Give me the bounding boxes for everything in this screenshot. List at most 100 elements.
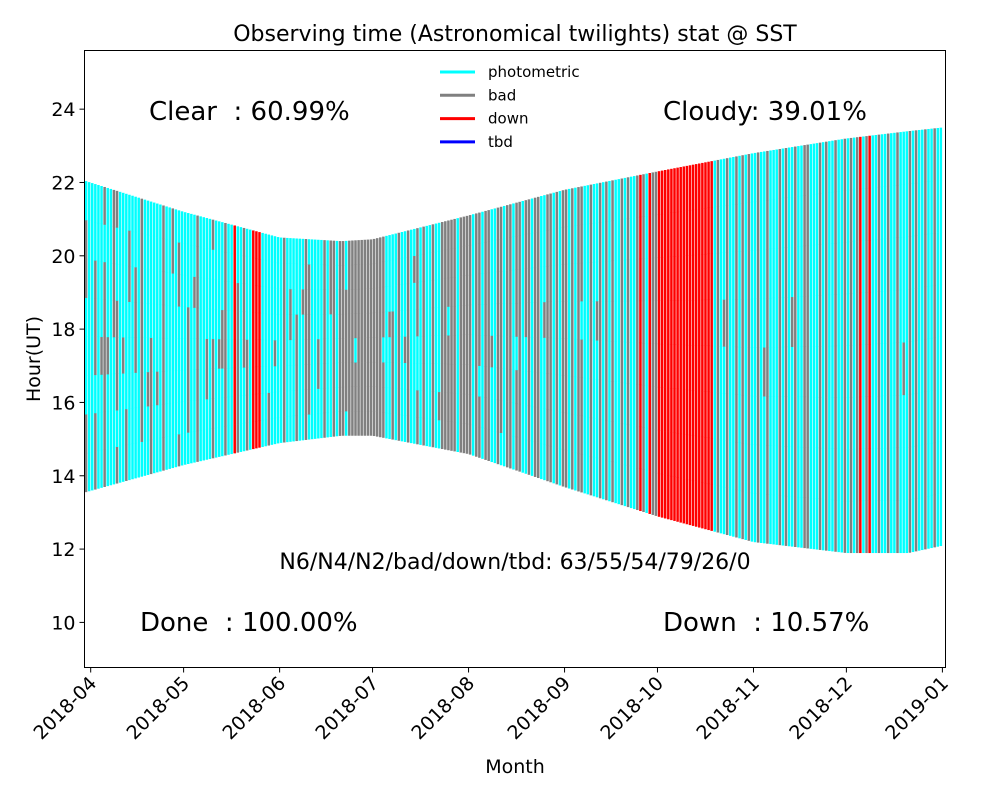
bar-segment-photometric (115, 227, 119, 265)
bar-segment-photometric (732, 299, 735, 347)
bar-segment-photometric (419, 417, 422, 445)
bar-segment-down (701, 436, 704, 483)
bar-segment-photometric (831, 243, 834, 295)
bar-segment-bad (818, 295, 822, 347)
bar-segment-photometric (583, 416, 586, 456)
bar-segment-down (657, 300, 661, 345)
bar-segment-photometric (580, 301, 583, 340)
bar-segment-bad (406, 309, 410, 337)
bar-segment-photometric (732, 251, 735, 300)
bar-segment-photometric (471, 425, 475, 456)
bar-segment-down (663, 474, 667, 519)
down-annotation: Down : 10.57% (663, 608, 869, 638)
bar-segment-photometric (146, 269, 150, 304)
bar-segment-photometric (512, 369, 515, 404)
bar-segment-bad (849, 241, 853, 294)
bar-segment-photometric (307, 239, 311, 265)
bar-segment-photometric (846, 241, 850, 295)
bar-segment-photometric (239, 255, 243, 284)
bar-segment-photometric (592, 223, 596, 263)
bar-segment-photometric (821, 397, 825, 449)
bar-segment-photometric (608, 460, 611, 502)
bar-segment-photometric (787, 446, 791, 497)
bar-segment-photometric (292, 263, 295, 290)
bar-segment-bad (372, 411, 376, 437)
bar-segment-photometric (880, 291, 884, 344)
bar-segment-photometric (490, 430, 494, 463)
bar-segment-photometric (921, 497, 924, 551)
bar-segment-photometric (837, 191, 840, 244)
bar-segment-bad (103, 411, 106, 450)
bar-segment-photometric (769, 150, 772, 200)
bar-segment-bad (908, 499, 912, 553)
bar-segment-photometric (456, 247, 459, 277)
bar-segment-bad (211, 219, 215, 250)
bar-segment-bad (499, 400, 503, 433)
bar-segment-bad (450, 421, 453, 451)
bar-segment-bad (224, 426, 227, 456)
bar-segment-bad (397, 336, 401, 363)
bar-segment-photometric (385, 412, 388, 439)
bar-segment-bad (211, 398, 215, 429)
bar-segment-photometric (602, 340, 605, 381)
bar-segment-photometric (109, 262, 113, 301)
bar-segment-photometric (159, 237, 162, 272)
bar-segment-bad (357, 386, 360, 412)
bar-segment-bad (140, 406, 144, 442)
bar-segment-bad (431, 363, 435, 392)
bar-segment-photometric (543, 444, 546, 481)
bar-segment-photometric (583, 454, 586, 494)
bar-segment-bad (372, 288, 376, 314)
bar-segment-bad (611, 341, 614, 382)
bar-segment-photometric (279, 391, 283, 418)
bar-segment-photometric (481, 273, 484, 305)
bar-segment-bad (580, 262, 583, 302)
bar-segment-bad (626, 300, 630, 343)
bar-segment-photometric (202, 429, 205, 461)
bar-segment-bad (115, 446, 119, 484)
bar-segment-down (704, 391, 707, 438)
bar-segment-photometric (100, 412, 103, 451)
bar-segment-photometric (608, 220, 611, 262)
bar-segment-photometric (890, 133, 893, 186)
bar-segment-photometric (295, 238, 298, 265)
bar-segment-down (710, 161, 713, 208)
bar-segment-photometric (800, 446, 803, 498)
bar-segment-photometric (335, 314, 339, 339)
bar-segment-photometric (722, 252, 726, 300)
bar-segment-photometric (583, 224, 586, 263)
bar-segment-bad (332, 362, 336, 388)
bar-segment-down (657, 171, 661, 215)
bar-segment-photometric (828, 192, 831, 244)
bar-segment-bad (329, 240, 332, 266)
bar-segment-bad (865, 292, 868, 345)
bar-segment-photometric (264, 392, 267, 420)
bar-segment-bad (267, 418, 271, 446)
bar-segment-photometric (313, 363, 317, 390)
bar-segment-photometric (809, 497, 813, 549)
bar-segment-bad (444, 363, 447, 393)
bar-segment-bad (555, 337, 559, 375)
bar-segment-photometric (199, 430, 202, 462)
bar-segment-bad (406, 256, 410, 284)
bar-segment-bad (636, 217, 639, 260)
bar-segment-photometric (821, 499, 825, 551)
bar-segment-bad (546, 266, 549, 303)
x-tick-label: 2018-07 (311, 672, 383, 744)
bar-segment-bad (397, 284, 401, 311)
bar-segment-photometric (409, 309, 413, 337)
bar-segment-photometric (815, 498, 819, 550)
bar-segment-photometric (632, 467, 636, 510)
bar-segment-photometric (106, 225, 109, 263)
bar-segment-photometric (790, 346, 794, 397)
bar-segment-bad (843, 397, 847, 450)
bar-segment-photometric (456, 334, 459, 365)
bar-segment-bad (422, 390, 425, 419)
bar-segment-down (258, 393, 261, 421)
y-tick-label: 24 (51, 99, 75, 121)
bar-segment-photometric (893, 237, 896, 291)
bar-segment-bad (465, 364, 469, 395)
day-bars (84, 127, 943, 554)
bar-segment-photometric (812, 447, 816, 499)
